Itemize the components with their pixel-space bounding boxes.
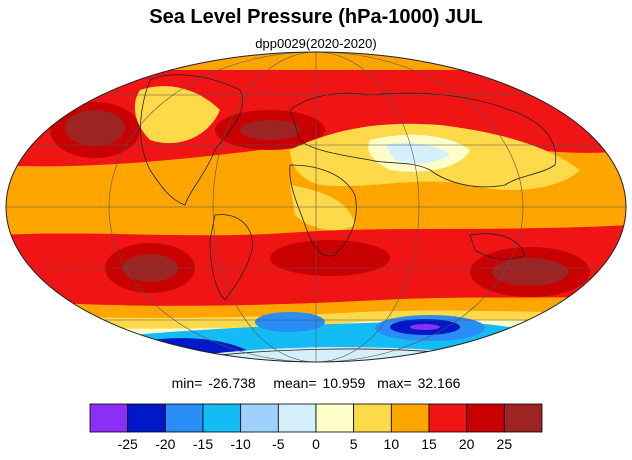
colorbar-tick-label: 5: [350, 436, 358, 452]
colorbar-swatch: [353, 403, 392, 433]
colorbar-tick-label: 25: [497, 436, 513, 452]
colorbar-tick-label: 10: [384, 436, 400, 452]
min-label: min=: [171, 375, 203, 391]
colorbar-swatch: [503, 403, 543, 433]
colorbar-tick-label: -10: [231, 436, 251, 452]
max-value: 32.166: [417, 375, 461, 391]
map-title: Sea Level Pressure (hPa-1000) JUL: [149, 6, 483, 28]
colorbar-swatch: [202, 403, 242, 433]
colorbar-tick-label: 15: [421, 436, 437, 452]
colorbar-swatch: [127, 403, 166, 433]
colorbar-swatch: [277, 403, 317, 433]
pressure-map: [5, 51, 627, 363]
colorbar-swatch: [466, 403, 505, 433]
mean-value: 10.959: [322, 375, 366, 391]
colorbar-tick-label: 20: [459, 436, 475, 452]
colorbar-tick-label: -5: [272, 436, 285, 452]
colorbar-swatch: [164, 403, 204, 433]
colorbar-swatch: [240, 403, 279, 433]
colorbar-tick-label: 0: [312, 436, 320, 452]
max-label: max=: [377, 375, 412, 391]
graticule: [6, 52, 626, 362]
colorbar-tick-label: -15: [193, 436, 213, 452]
min-value: -26.738: [208, 375, 256, 391]
colorbar-tick-label: -25: [118, 436, 138, 452]
mean-label: mean=: [273, 375, 317, 391]
colorbar-swatch: [315, 403, 355, 433]
map-subtitle: dpp0029(2020-2020): [255, 36, 377, 51]
stats-line: min= -26.738 mean= 10.959 max= 32.166: [0, 375, 632, 391]
colorbar-swatch: [428, 403, 468, 433]
colorbar-swatch: [89, 403, 129, 433]
colorbar-swatch: [390, 403, 430, 433]
colorbar-tick-label: -20: [155, 436, 175, 452]
map-outline: [5, 51, 627, 363]
